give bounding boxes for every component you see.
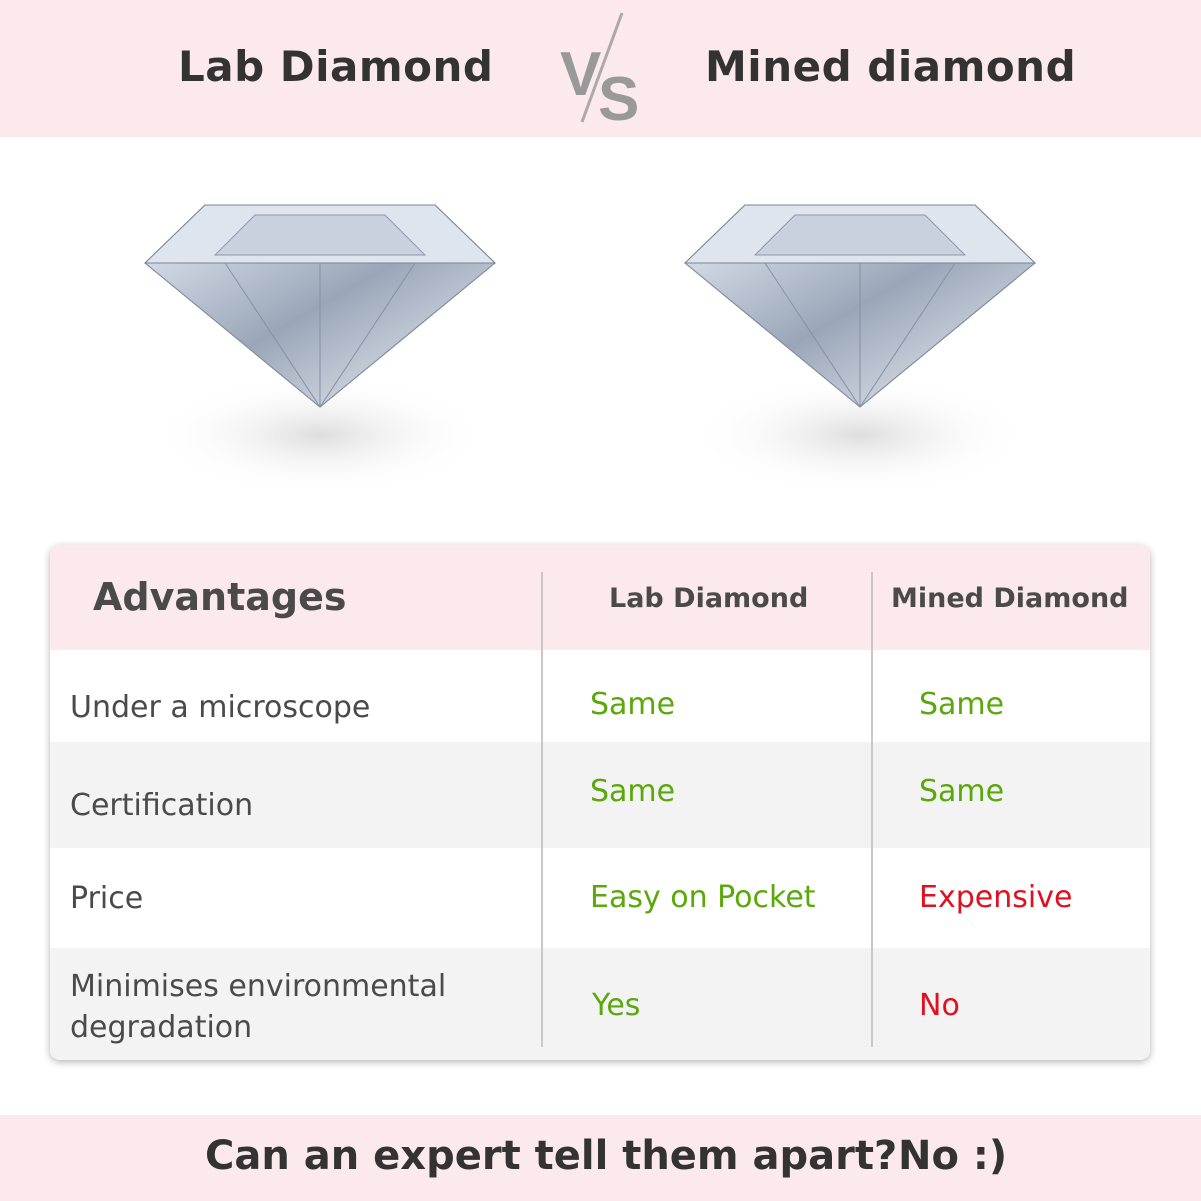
- row-label: Under a microscope: [70, 690, 371, 725]
- mined-value: No: [919, 988, 960, 1023]
- mined-value: Same: [919, 774, 1005, 809]
- lab-value: Same: [590, 774, 676, 809]
- table-row: Price Easy on Pocket Expensive: [50, 848, 1150, 948]
- vs-logo: V S: [560, 12, 639, 125]
- table-row: Under a microscope Same Same: [50, 650, 1150, 742]
- mined-diamond-image: [683, 204, 1037, 495]
- mined-value: Expensive: [919, 880, 1073, 915]
- lab-diamond-image: [143, 204, 497, 495]
- title-banner: Lab Diamond V S Mined diamond: [0, 0, 1201, 137]
- row-label: Minimises environmental degradation: [70, 969, 447, 1045]
- header-mined-diamond: Mined Diamond: [891, 583, 1129, 614]
- svg-text:V: V: [560, 40, 601, 109]
- column-divider: [871, 572, 873, 1047]
- column-divider: [541, 572, 543, 1047]
- row-label: Price: [70, 881, 144, 916]
- footer-answer: No :): [898, 1133, 1008, 1179]
- mined-diamond-title: Mined diamond: [705, 42, 1077, 91]
- row-label: Certification: [70, 788, 254, 823]
- footer-banner: Can an expert tell them apart? No :): [0, 1115, 1201, 1201]
- footer-question: Can an expert tell them apart?: [205, 1133, 898, 1179]
- mined-value: Same: [919, 687, 1005, 722]
- lab-value: Yes: [592, 988, 641, 1023]
- lab-value: Easy on Pocket: [590, 880, 816, 915]
- table-header: Advantages Lab Diamond Mined Diamond: [50, 545, 1150, 650]
- lab-value: Same: [590, 687, 676, 722]
- svg-text:S: S: [598, 65, 639, 125]
- lab-diamond-title: Lab Diamond: [178, 42, 494, 91]
- table-row: Minimises environmental degradation Yes …: [50, 948, 1150, 1060]
- table-row: Certification Same Same: [50, 742, 1150, 848]
- header-advantages: Advantages: [93, 575, 347, 619]
- comparison-table: Advantages Lab Diamond Mined Diamond Und…: [50, 545, 1150, 1060]
- header-lab-diamond: Lab Diamond: [609, 583, 809, 614]
